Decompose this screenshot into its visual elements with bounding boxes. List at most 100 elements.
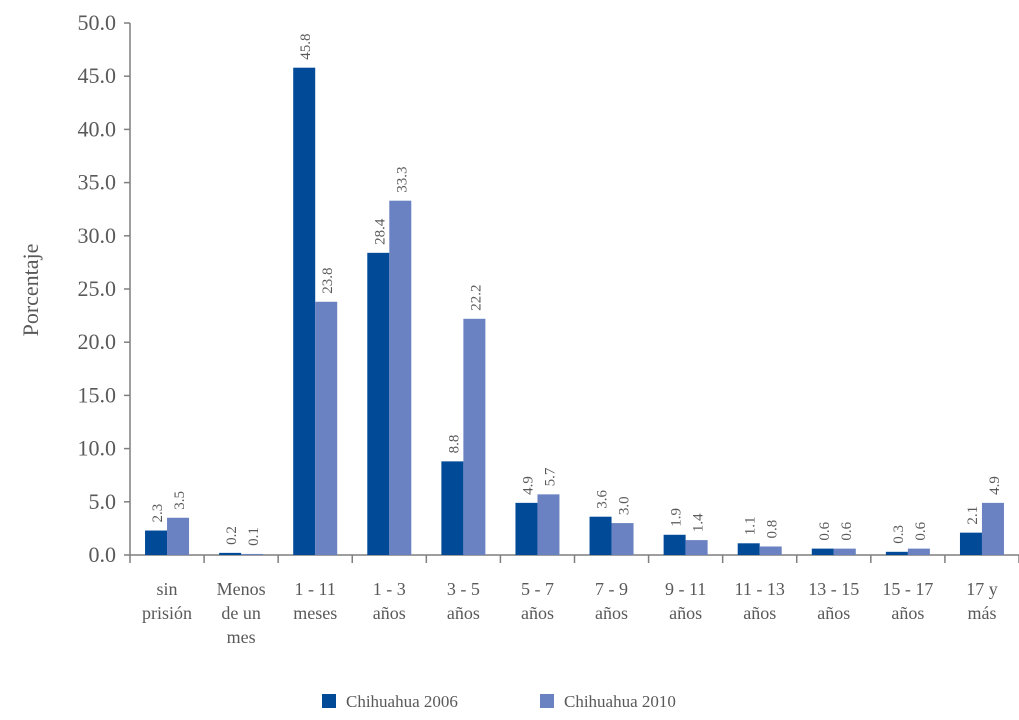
category-label-line: años bbox=[743, 603, 776, 623]
data-label: 3.6 bbox=[595, 489, 611, 508]
bar-2010 bbox=[908, 549, 930, 555]
bar-2010 bbox=[760, 546, 782, 555]
category-label-line: años bbox=[373, 603, 406, 623]
category-label-line: 7 - 9 bbox=[595, 579, 628, 599]
data-label: 23.8 bbox=[320, 268, 336, 294]
data-label: 1.9 bbox=[669, 508, 685, 527]
y-tick-label: 5.0 bbox=[89, 489, 117, 514]
category-label-line: Menos bbox=[217, 579, 266, 599]
bar-2006 bbox=[590, 517, 612, 555]
data-label: 8.8 bbox=[446, 435, 462, 454]
category-label: 5 - 7 años bbox=[521, 579, 554, 623]
bar-2006 bbox=[886, 552, 908, 555]
bar-2010 bbox=[686, 540, 708, 555]
data-label: 3.5 bbox=[172, 491, 188, 510]
legend-label: Chihuahua 2010 bbox=[564, 692, 676, 711]
data-label: 4.9 bbox=[520, 476, 536, 495]
category-label: sin prisión bbox=[142, 579, 192, 623]
category-label-line: 1 - 3 bbox=[373, 579, 406, 599]
data-label: 22.2 bbox=[468, 285, 484, 311]
y-tick-label: 0.0 bbox=[89, 542, 117, 567]
category-label-line: meses bbox=[293, 603, 337, 623]
y-tick-label: 20.0 bbox=[78, 329, 117, 354]
bar-2010 bbox=[463, 319, 485, 555]
data-labels-group: 2.3 0.2 45.8 28.4 8.8 4.9 3.6 1.9 1.1 0.6 0.3 2.1 3.… bbox=[150, 33, 1003, 545]
data-label: 0.2 bbox=[224, 526, 240, 545]
bar-2006 bbox=[812, 549, 834, 555]
data-label: 5.7 bbox=[542, 467, 558, 486]
bar-2006 bbox=[515, 503, 537, 555]
category-label-line: prisión bbox=[142, 603, 192, 623]
bar-2006 bbox=[293, 68, 315, 555]
data-label: 2.3 bbox=[150, 504, 166, 523]
category-label: 13 - 15 años bbox=[808, 579, 859, 623]
bar-2006 bbox=[738, 543, 760, 555]
category-label-line: 17 y bbox=[966, 579, 998, 599]
category-label-line: mes bbox=[227, 627, 256, 647]
data-label: 4.9 bbox=[987, 476, 1003, 495]
bar-2010 bbox=[982, 503, 1004, 555]
category-label: 1 - 3 años bbox=[373, 579, 406, 623]
y-tick-label: 50.0 bbox=[78, 10, 117, 35]
y-tick-label: 10.0 bbox=[78, 436, 117, 461]
category-label: 15 - 17 años bbox=[882, 579, 933, 623]
bar-2010 bbox=[537, 494, 559, 555]
data-label: 28.4 bbox=[372, 218, 388, 245]
category-label: 1 - 11 meses bbox=[293, 579, 337, 623]
category-label-line: 11 - 13 bbox=[735, 579, 785, 599]
category-label-line: sin bbox=[157, 579, 178, 599]
category-label: 11 - 13 años bbox=[735, 579, 785, 623]
data-label: 2.1 bbox=[965, 506, 981, 525]
category-label-line: años bbox=[669, 603, 702, 623]
y-tick-label: 25.0 bbox=[78, 276, 117, 301]
category-label-line: 15 - 17 bbox=[882, 579, 933, 599]
data-label: 1.1 bbox=[743, 517, 759, 536]
data-label: 0.6 bbox=[913, 521, 929, 540]
bar-2006 bbox=[664, 535, 686, 555]
y-tick-label: 15.0 bbox=[78, 382, 117, 407]
category-label-line: años bbox=[447, 603, 480, 623]
y-tick-label: 35.0 bbox=[78, 170, 117, 195]
bar-2010 bbox=[389, 201, 411, 555]
legend-swatch bbox=[322, 694, 336, 708]
data-label: 0.8 bbox=[765, 520, 781, 539]
data-label: 33.3 bbox=[394, 166, 410, 192]
category-label-line: 3 - 5 bbox=[447, 579, 480, 599]
y-tick-label: 40.0 bbox=[78, 116, 117, 141]
category-label-line: más bbox=[967, 603, 996, 623]
legend-swatch bbox=[540, 694, 554, 708]
category-label-line: años bbox=[817, 603, 850, 623]
bar-2010 bbox=[612, 523, 634, 555]
bar-2006 bbox=[960, 533, 982, 555]
category-label-line: 13 - 15 bbox=[808, 579, 859, 599]
category-label: 17 y más bbox=[966, 579, 998, 623]
category-label-line: 1 - 11 bbox=[295, 579, 336, 599]
data-label: 45.8 bbox=[298, 33, 314, 59]
category-label-line: años bbox=[521, 603, 554, 623]
category-label: 3 - 5 años bbox=[447, 579, 480, 623]
category-label: 7 - 9 años bbox=[595, 579, 628, 623]
y-tick-label: 45.0 bbox=[78, 63, 117, 88]
bar-2006 bbox=[441, 461, 463, 555]
bar-2010 bbox=[315, 302, 337, 555]
data-label: 0.6 bbox=[817, 521, 833, 540]
bar-2006 bbox=[367, 253, 389, 555]
category-label-line: 9 - 11 bbox=[665, 579, 706, 599]
data-label: 1.4 bbox=[691, 513, 707, 532]
category-label: 9 - 11 años bbox=[665, 579, 706, 623]
category-label-line: años bbox=[595, 603, 628, 623]
y-axis-title: Porcentaje bbox=[18, 244, 43, 337]
data-label: 0.6 bbox=[839, 521, 855, 540]
bar-2010 bbox=[167, 518, 189, 555]
bar-2010 bbox=[241, 554, 263, 555]
data-label: 0.3 bbox=[891, 525, 907, 544]
category-label-line: 5 - 7 bbox=[521, 579, 554, 599]
category-label-line: de un bbox=[221, 603, 261, 623]
category-label: Menos de un mes bbox=[217, 579, 266, 647]
data-label: 3.0 bbox=[617, 496, 633, 515]
y-tick-label: 30.0 bbox=[78, 223, 117, 248]
category-label-line: años bbox=[891, 603, 924, 623]
